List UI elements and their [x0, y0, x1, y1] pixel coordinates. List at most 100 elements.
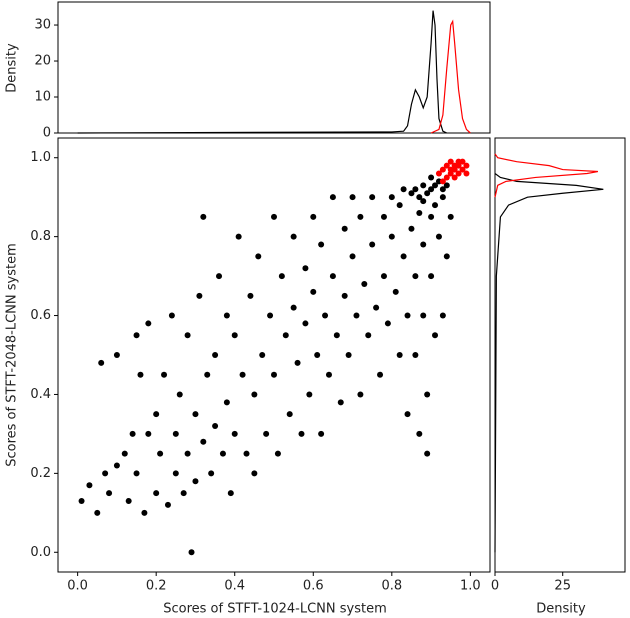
point — [318, 430, 325, 437]
point — [400, 253, 407, 260]
right-axes — [494, 137, 626, 573]
point — [145, 320, 152, 327]
point — [424, 391, 431, 398]
point — [439, 166, 446, 173]
y-tick-label: 10 — [34, 90, 51, 105]
point — [113, 352, 120, 358]
y-tick-label: 0.2 — [30, 466, 51, 481]
main-axes — [57, 137, 491, 573]
point — [141, 509, 148, 516]
y-tick-label: 20 — [34, 54, 51, 69]
x-tick-label: 1.0 — [460, 579, 481, 594]
point — [447, 213, 454, 220]
point — [243, 450, 250, 457]
point — [200, 213, 207, 220]
x-tick-label: 0.4 — [224, 579, 245, 594]
y-axis-label: Scores of STFT-2048-LCNN system — [5, 243, 20, 467]
point — [322, 312, 329, 319]
point — [239, 371, 246, 378]
y-tick-label: 30 — [34, 18, 51, 33]
point — [349, 194, 356, 201]
x-tick-label: 0.8 — [381, 579, 402, 594]
point — [329, 273, 336, 280]
point — [298, 430, 305, 437]
point — [121, 450, 128, 457]
point — [137, 371, 144, 378]
point — [357, 213, 364, 220]
point — [302, 320, 309, 327]
x-tick-label: 0 — [491, 579, 499, 594]
point — [463, 170, 470, 177]
point — [314, 352, 321, 358]
point — [432, 332, 439, 339]
point — [113, 462, 120, 469]
point — [94, 509, 101, 516]
point — [153, 490, 160, 497]
point — [161, 371, 168, 378]
point — [333, 332, 340, 339]
point — [168, 312, 175, 319]
point — [106, 490, 113, 497]
point — [184, 332, 191, 339]
point — [435, 170, 442, 177]
point — [337, 399, 344, 406]
point — [310, 213, 317, 220]
point — [353, 312, 360, 319]
point — [86, 482, 93, 489]
point — [176, 391, 183, 398]
point — [259, 352, 266, 358]
point — [282, 332, 289, 339]
point — [290, 233, 297, 240]
x-tick-label: 0.2 — [146, 579, 167, 594]
point — [223, 399, 230, 406]
point — [428, 213, 435, 220]
point — [290, 304, 297, 311]
point — [192, 478, 199, 485]
point — [196, 292, 203, 299]
top-axes — [57, 1, 491, 134]
density-line — [494, 173, 604, 553]
point — [278, 273, 285, 280]
point — [172, 430, 179, 437]
point — [78, 497, 85, 504]
point — [184, 450, 191, 457]
point — [400, 186, 407, 193]
point — [212, 352, 219, 358]
point — [412, 352, 419, 358]
point — [443, 162, 450, 169]
point — [102, 470, 109, 477]
point — [365, 332, 372, 339]
point — [432, 202, 439, 209]
point — [392, 288, 399, 295]
point — [263, 430, 270, 437]
point — [133, 332, 140, 339]
y-tick-label: 0.6 — [30, 308, 51, 323]
point — [271, 371, 277, 378]
point — [404, 411, 411, 418]
point — [416, 194, 423, 201]
point — [231, 430, 238, 437]
point — [235, 233, 242, 240]
point — [428, 273, 435, 280]
point — [349, 253, 356, 260]
point — [455, 162, 462, 169]
point — [341, 292, 348, 299]
y-tick-label: 1.0 — [30, 150, 51, 165]
point — [204, 371, 211, 378]
point — [369, 194, 376, 201]
point — [325, 371, 332, 378]
point — [463, 162, 470, 169]
point — [208, 470, 215, 477]
point — [98, 359, 105, 366]
y-tick-label: 0.8 — [30, 229, 51, 244]
x-axis-label: Density — [536, 602, 586, 617]
point — [306, 391, 313, 398]
point — [412, 273, 419, 280]
y-axis-label: Density — [5, 43, 20, 93]
point — [294, 359, 301, 366]
point — [255, 253, 262, 260]
point — [388, 233, 395, 240]
point — [227, 490, 234, 497]
point — [451, 174, 458, 181]
point — [443, 182, 450, 189]
